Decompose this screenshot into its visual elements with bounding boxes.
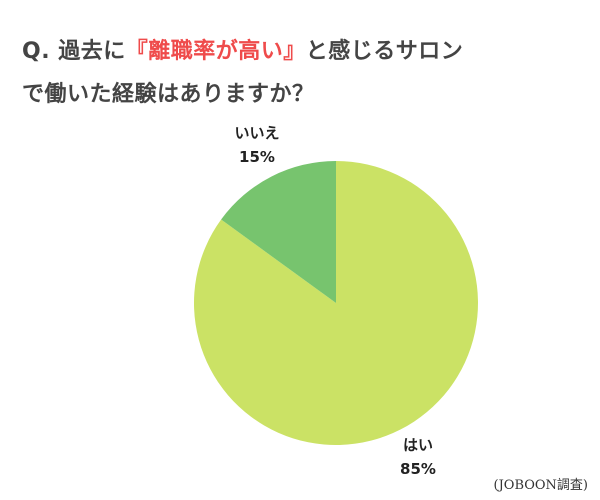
source-note: (JOBOON調査): [493, 478, 589, 493]
slice-value-yes: 85%: [400, 460, 436, 478]
title-suffix: と感じるサロン: [305, 39, 464, 64]
title-prefix: Q. 過去に: [22, 39, 126, 64]
slice-value-no: 15%: [239, 148, 275, 166]
slice-label-yes: はい: [403, 436, 433, 454]
pie-slice-no: [221, 160, 336, 303]
pie-slice-yes: [193, 161, 478, 445]
chart-title-line-2: で働いた経験はありますか？: [22, 82, 315, 107]
title-highlight: 『離職率が高い』: [125, 39, 306, 64]
chart-title-line-1: Q. 過去に『離職率が高い』と感じるサロン: [22, 33, 463, 65]
slice-label-no: いいえ: [234, 124, 279, 142]
